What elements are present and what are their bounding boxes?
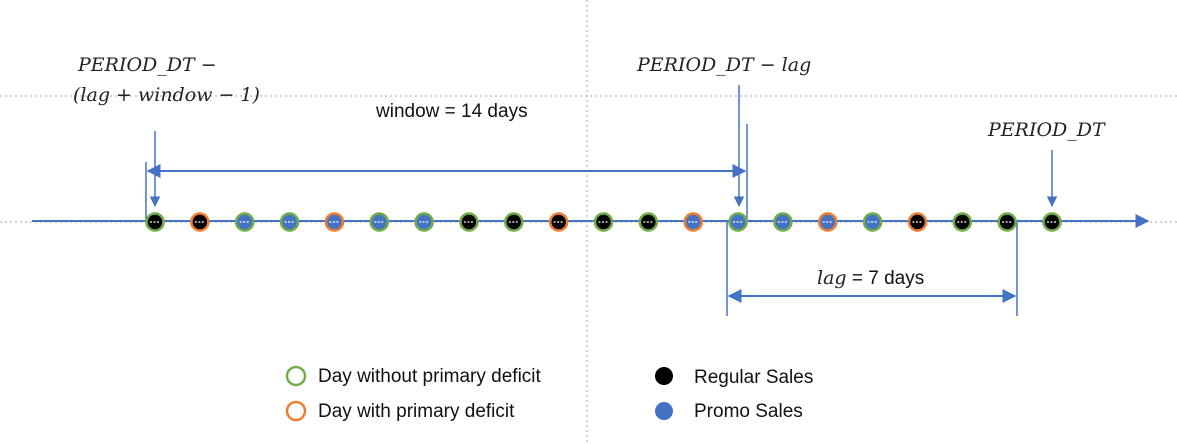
day-marker [817, 212, 838, 232]
day-marker [369, 212, 390, 232]
lag-label-var: lag [817, 267, 847, 289]
legend-no-deficit-swatch [285, 365, 307, 387]
day-marker [638, 212, 659, 232]
day-marker [1042, 212, 1062, 232]
day-marker [593, 212, 614, 232]
day-marker [773, 212, 793, 232]
legend-regular-label: Regular Sales [694, 367, 813, 388]
day-marker [683, 212, 704, 232]
day-marker [279, 212, 300, 232]
day-marker [728, 212, 748, 232]
day-marker [145, 212, 165, 232]
day-marker [997, 212, 1017, 232]
day-marker [862, 212, 883, 232]
day-marker [190, 212, 210, 232]
end-point-label: PERIOD_DT [987, 119, 1106, 141]
day-marker [234, 212, 255, 232]
legend: Day without primary deficit Day with pri… [285, 365, 813, 422]
day-marker [548, 212, 569, 232]
lag-label-rest: = 7 days [847, 268, 925, 289]
day-marker [459, 212, 479, 232]
legend-deficit-label: Day with primary deficit [318, 401, 515, 422]
day-marker [907, 212, 928, 232]
legend-no-deficit-label: Day without primary deficit [318, 366, 542, 387]
window-label: window = 14 days [375, 101, 528, 122]
start-label-line2: (lag + window − 1) [73, 84, 260, 106]
legend-regular-swatch [655, 367, 673, 385]
start-label-line1: PERIOD_DT − [77, 54, 217, 76]
legend-promo-label: Promo Sales [694, 401, 803, 422]
day-marker [952, 212, 973, 232]
lag-label: lag = 7 days [817, 267, 924, 289]
day-marker [324, 212, 345, 232]
day-markers [145, 212, 1062, 232]
lag-point-label: PERIOD_DT − lag [636, 54, 811, 76]
legend-promo-swatch [655, 402, 673, 420]
day-marker [414, 212, 434, 232]
day-marker [503, 212, 524, 232]
legend-deficit-swatch [285, 400, 307, 422]
